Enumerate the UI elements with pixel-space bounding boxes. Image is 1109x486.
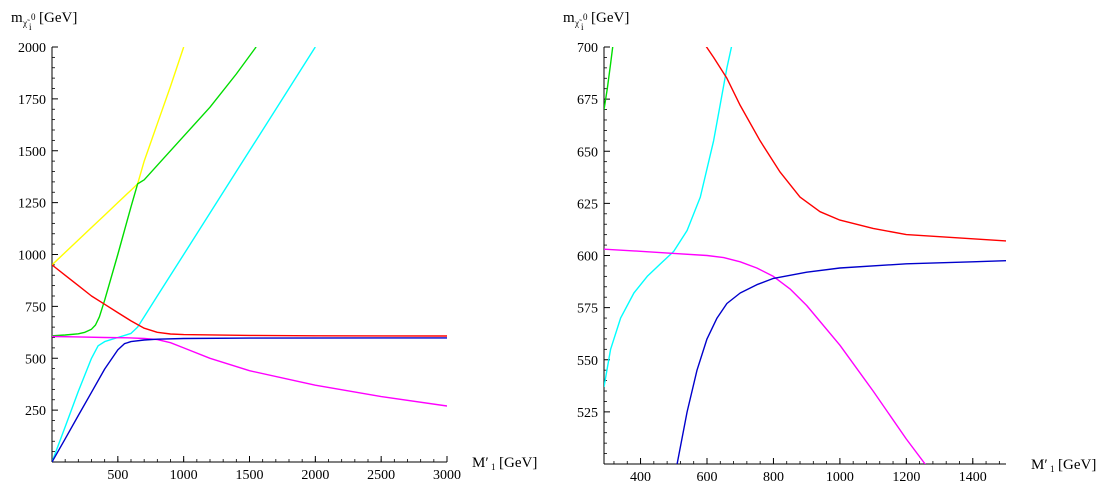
series-group — [52, 47, 447, 462]
x-tick-label: 1000 — [170, 468, 198, 483]
y-tick-label: 625 — [577, 197, 598, 212]
x-tick-label: 2000 — [301, 468, 329, 483]
y-tick-label: 575 — [577, 302, 598, 317]
right-plot: 525 550 575 600 625 650 675 700 400 600 800 1000 120… — [563, 10, 1096, 485]
x-axis-label: M′ — [1031, 457, 1048, 473]
series-group — [604, 47, 1006, 464]
series-line — [604, 248, 926, 464]
x-axis-label-unit: [GeV] — [499, 455, 537, 471]
x-tick-label: 800 — [763, 470, 784, 485]
y-axis-label-superscript: 0 — [583, 12, 588, 22]
y-axis-label: m — [563, 10, 575, 26]
y-tick-label: 700 — [577, 41, 598, 56]
x-tick-label: 400 — [630, 470, 651, 485]
series-line — [52, 337, 447, 462]
x-tick-label: 1500 — [236, 468, 264, 483]
x-tick-label: 3000 — [433, 468, 461, 483]
x-axis-label-subscript: 1 — [491, 462, 496, 472]
series-line — [604, 47, 733, 388]
x-axis-label-subscript: 1 — [1050, 464, 1055, 474]
y-tick-label: 1250 — [18, 197, 46, 212]
left-plot: 250 500 750 1000 1250 1500 1750 2000 500 1000 1500… — [11, 10, 537, 483]
x-tick-label: 1000 — [826, 470, 854, 485]
y-tick-label: 1750 — [18, 93, 46, 108]
y-tick-label: 675 — [577, 93, 598, 108]
series-line — [604, 47, 614, 110]
x-tick-label: 600 — [696, 470, 717, 485]
series-line — [52, 47, 257, 337]
y-tick-label: 2000 — [18, 41, 46, 56]
x-tick-label: 1400 — [959, 470, 987, 485]
y-axis-label-subscript: χ̃ — [22, 18, 30, 28]
series-line — [52, 264, 447, 337]
y-axis-label-subscript: χ̃ — [574, 18, 582, 28]
series-line — [52, 47, 316, 462]
y-axis-label-index: i — [581, 22, 584, 32]
y-tick-label: 1500 — [18, 145, 46, 160]
y-axis-label-index: i — [29, 22, 32, 32]
series-line — [676, 260, 1006, 464]
y-axis-label-superscript: 0 — [31, 12, 36, 22]
y-tick-label: 550 — [577, 354, 598, 369]
y-tick-label: 750 — [25, 300, 46, 315]
y-tick-label: 600 — [577, 250, 598, 265]
y-axis-label-unit: [GeV] — [591, 10, 629, 26]
x-axis-label-unit: [GeV] — [1058, 457, 1096, 473]
y-axis-label: m — [11, 10, 23, 26]
series-line — [52, 47, 185, 266]
x-tick-label: 2500 — [367, 468, 395, 483]
y-axis-label-unit: [GeV] — [39, 10, 77, 26]
series-line — [705, 47, 1006, 242]
y-tick-label: 1000 — [18, 249, 46, 264]
y-tick-label: 500 — [25, 352, 46, 367]
x-axis-label: M′ — [472, 455, 489, 471]
y-tick-label: 250 — [25, 404, 46, 419]
y-tick-label: 650 — [577, 145, 598, 160]
series-line — [52, 335, 447, 407]
x-tick-label: 500 — [107, 468, 128, 483]
y-tick-label: 525 — [577, 406, 598, 421]
x-tick-label: 1200 — [892, 470, 920, 485]
